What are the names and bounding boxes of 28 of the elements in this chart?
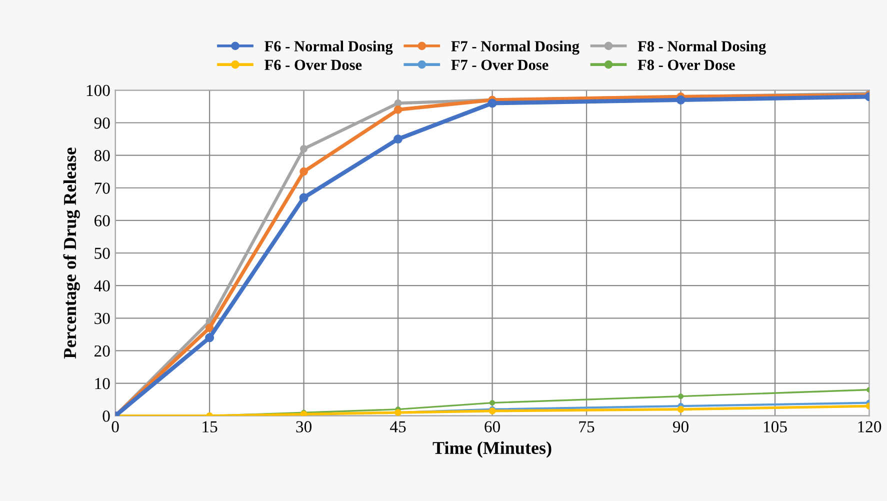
y-tick-label: 80 bbox=[94, 150, 110, 162]
legend-label: F7 - Over Dose bbox=[451, 60, 548, 70]
y-tick-label: 30 bbox=[94, 312, 110, 324]
y-tick-label: 20 bbox=[94, 345, 110, 357]
x-tick-label: 120 bbox=[858, 421, 882, 432]
x-tick-label: 90 bbox=[672, 421, 688, 432]
y-tick-label: 40 bbox=[94, 280, 110, 292]
y-tick-label: 70 bbox=[94, 182, 110, 194]
x-tick-label: 45 bbox=[390, 421, 406, 432]
y-tick-label: 10 bbox=[95, 378, 110, 390]
legend-label: F6 - Normal Dosing bbox=[264, 40, 393, 55]
x-tick-label: 30 bbox=[296, 421, 312, 432]
legend-label: F8 - Over Dose bbox=[638, 60, 735, 70]
y-tick-label: 100 bbox=[86, 84, 110, 96]
y-tick-label: 50 bbox=[94, 248, 110, 259]
y-tick-label: 0 bbox=[102, 410, 110, 422]
y-tick-label: 90 bbox=[94, 117, 110, 129]
legend-label: F8 - Normal Dosing bbox=[638, 40, 766, 55]
y-axis-title: Percentage of Drug Release bbox=[63, 148, 80, 359]
x-tick-label: 60 bbox=[484, 421, 500, 432]
y-tick-label: 60 bbox=[94, 215, 110, 226]
x-tick-label: 75 bbox=[579, 421, 594, 432]
legend-label: F7 - Normal Dosing bbox=[451, 40, 580, 55]
x-tick-label: 15 bbox=[202, 421, 218, 432]
x-tick-label: 0 bbox=[112, 421, 119, 432]
legend-label: F6 - Over Dose bbox=[264, 60, 362, 70]
x-axis-title: Time (Minutes) bbox=[432, 441, 552, 458]
x-tick-label: 105 bbox=[764, 421, 787, 432]
